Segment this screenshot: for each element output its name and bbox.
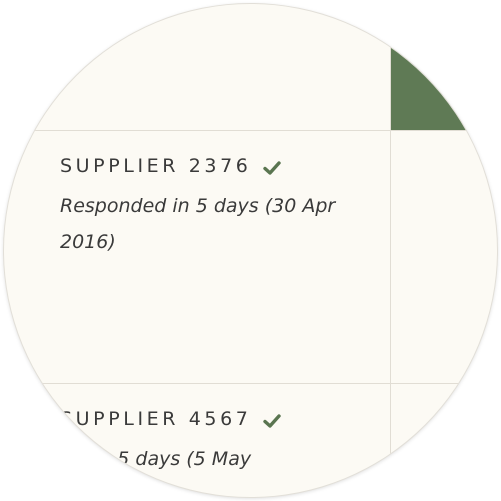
supplier-card[interactable]: SUPPLIER 2376 Responded in 5 days (30 Ap… xyxy=(60,152,370,260)
row-divider xyxy=(4,130,390,131)
check-icon xyxy=(263,157,282,175)
accent-panel xyxy=(391,4,497,130)
supplier-name: SUPPLIER 2376 xyxy=(60,155,252,177)
response-time: Responded in 5 days (30 Apr 2016) xyxy=(60,195,336,253)
row-divider xyxy=(4,383,390,384)
row-divider xyxy=(391,383,497,384)
column-divider xyxy=(390,4,391,497)
supplier-card[interactable]: SUPPLIER 4567 nded in 5 days (5 May xyxy=(40,405,400,477)
check-icon xyxy=(263,410,282,428)
magnified-view: SUPPLIER 2376 Responded in 5 days (30 Ap… xyxy=(4,4,497,497)
row-divider xyxy=(391,130,497,131)
response-time: nded in 5 days (5 May xyxy=(40,448,252,470)
supplier-name: SUPPLIER 4567 xyxy=(60,408,252,430)
